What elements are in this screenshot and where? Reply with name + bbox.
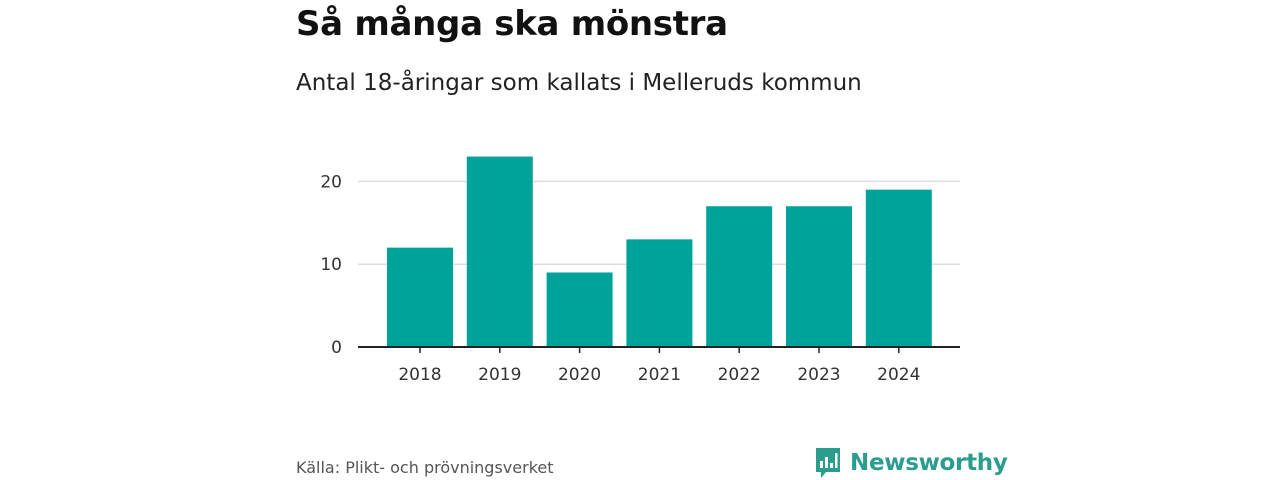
bar — [786, 206, 852, 347]
brand-name: Newsworthy — [850, 450, 1008, 476]
chart-title: Så många ska mönstra — [296, 4, 728, 44]
bar-chart-bubble-icon — [816, 448, 840, 478]
x-tick-label: 2024 — [877, 365, 920, 385]
bar — [865, 189, 932, 347]
x-tick-label: 2019 — [478, 365, 521, 385]
chart-subtitle: Antal 18-åringar som kallats i Melleruds… — [296, 70, 862, 96]
x-tick-label: 2018 — [398, 365, 441, 385]
source-credit: Källa: Plikt- och prövningsverket — [296, 458, 554, 477]
brand-logo: Newsworthy — [814, 446, 1008, 480]
x-tick-label: 2023 — [797, 365, 840, 385]
x-tick-label: 2021 — [638, 365, 681, 385]
bar — [626, 239, 693, 347]
bar — [387, 247, 453, 347]
bar — [546, 272, 613, 347]
bar — [706, 206, 773, 347]
bar-chart: 0 10 20 2018 2019 2020 2021 2022 2023 2024 — [320, 156, 960, 385]
y-tick-label: 20 — [320, 172, 342, 192]
bar — [466, 156, 533, 347]
y-tick-label: 0 — [331, 338, 342, 358]
x-tick-label: 2022 — [718, 365, 761, 385]
y-tick-label: 10 — [320, 255, 342, 275]
x-tick-label: 2020 — [558, 365, 601, 385]
